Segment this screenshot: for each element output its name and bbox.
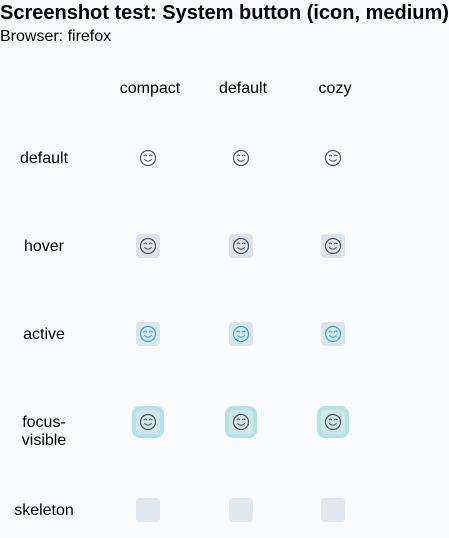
smile-icon bbox=[324, 413, 342, 431]
row-label-hover: hover bbox=[23, 238, 65, 255]
page-title: Screenshot test: System button (icon, me… bbox=[0, 2, 449, 24]
skeleton-button-default bbox=[229, 498, 253, 522]
browser-label: Browser: firefox bbox=[0, 28, 112, 45]
smile-icon bbox=[232, 325, 250, 343]
column-header-cozy: cozy bbox=[318, 80, 352, 97]
smile-icon bbox=[324, 149, 342, 167]
icon-button-default-default[interactable] bbox=[229, 146, 253, 170]
icon-button-compact-focus-visible[interactable] bbox=[136, 410, 160, 434]
row-label-active: active bbox=[23, 326, 65, 343]
skeleton-button-compact bbox=[136, 498, 160, 522]
smile-icon bbox=[139, 237, 157, 255]
icon-button-compact-hover[interactable] bbox=[136, 234, 160, 258]
row-label-skeleton: skeleton bbox=[14, 502, 74, 519]
smile-icon bbox=[324, 237, 342, 255]
skeleton-button-cozy bbox=[321, 498, 345, 522]
icon-button-compact-active[interactable] bbox=[136, 322, 160, 346]
column-header-compact: compact bbox=[119, 80, 181, 97]
smile-icon bbox=[232, 149, 250, 167]
icon-button-cozy-default[interactable] bbox=[321, 146, 345, 170]
column-header-default: default bbox=[218, 80, 268, 97]
smile-icon bbox=[232, 413, 250, 431]
icon-button-compact-default[interactable] bbox=[136, 146, 160, 170]
smile-icon bbox=[324, 325, 342, 343]
smile-icon bbox=[232, 237, 250, 255]
icon-button-default-active[interactable] bbox=[229, 322, 253, 346]
row-label-default: default bbox=[19, 150, 69, 167]
smile-icon bbox=[139, 325, 157, 343]
icon-button-default-focus-visible[interactable] bbox=[229, 410, 253, 434]
icon-button-cozy-focus-visible[interactable] bbox=[321, 410, 345, 434]
smile-icon bbox=[139, 149, 157, 167]
icon-button-cozy-active[interactable] bbox=[321, 322, 345, 346]
smile-icon bbox=[139, 413, 157, 431]
icon-button-default-hover[interactable] bbox=[229, 234, 253, 258]
row-label-focus-visible: focus-visible bbox=[21, 414, 67, 449]
icon-button-cozy-hover[interactable] bbox=[321, 234, 345, 258]
